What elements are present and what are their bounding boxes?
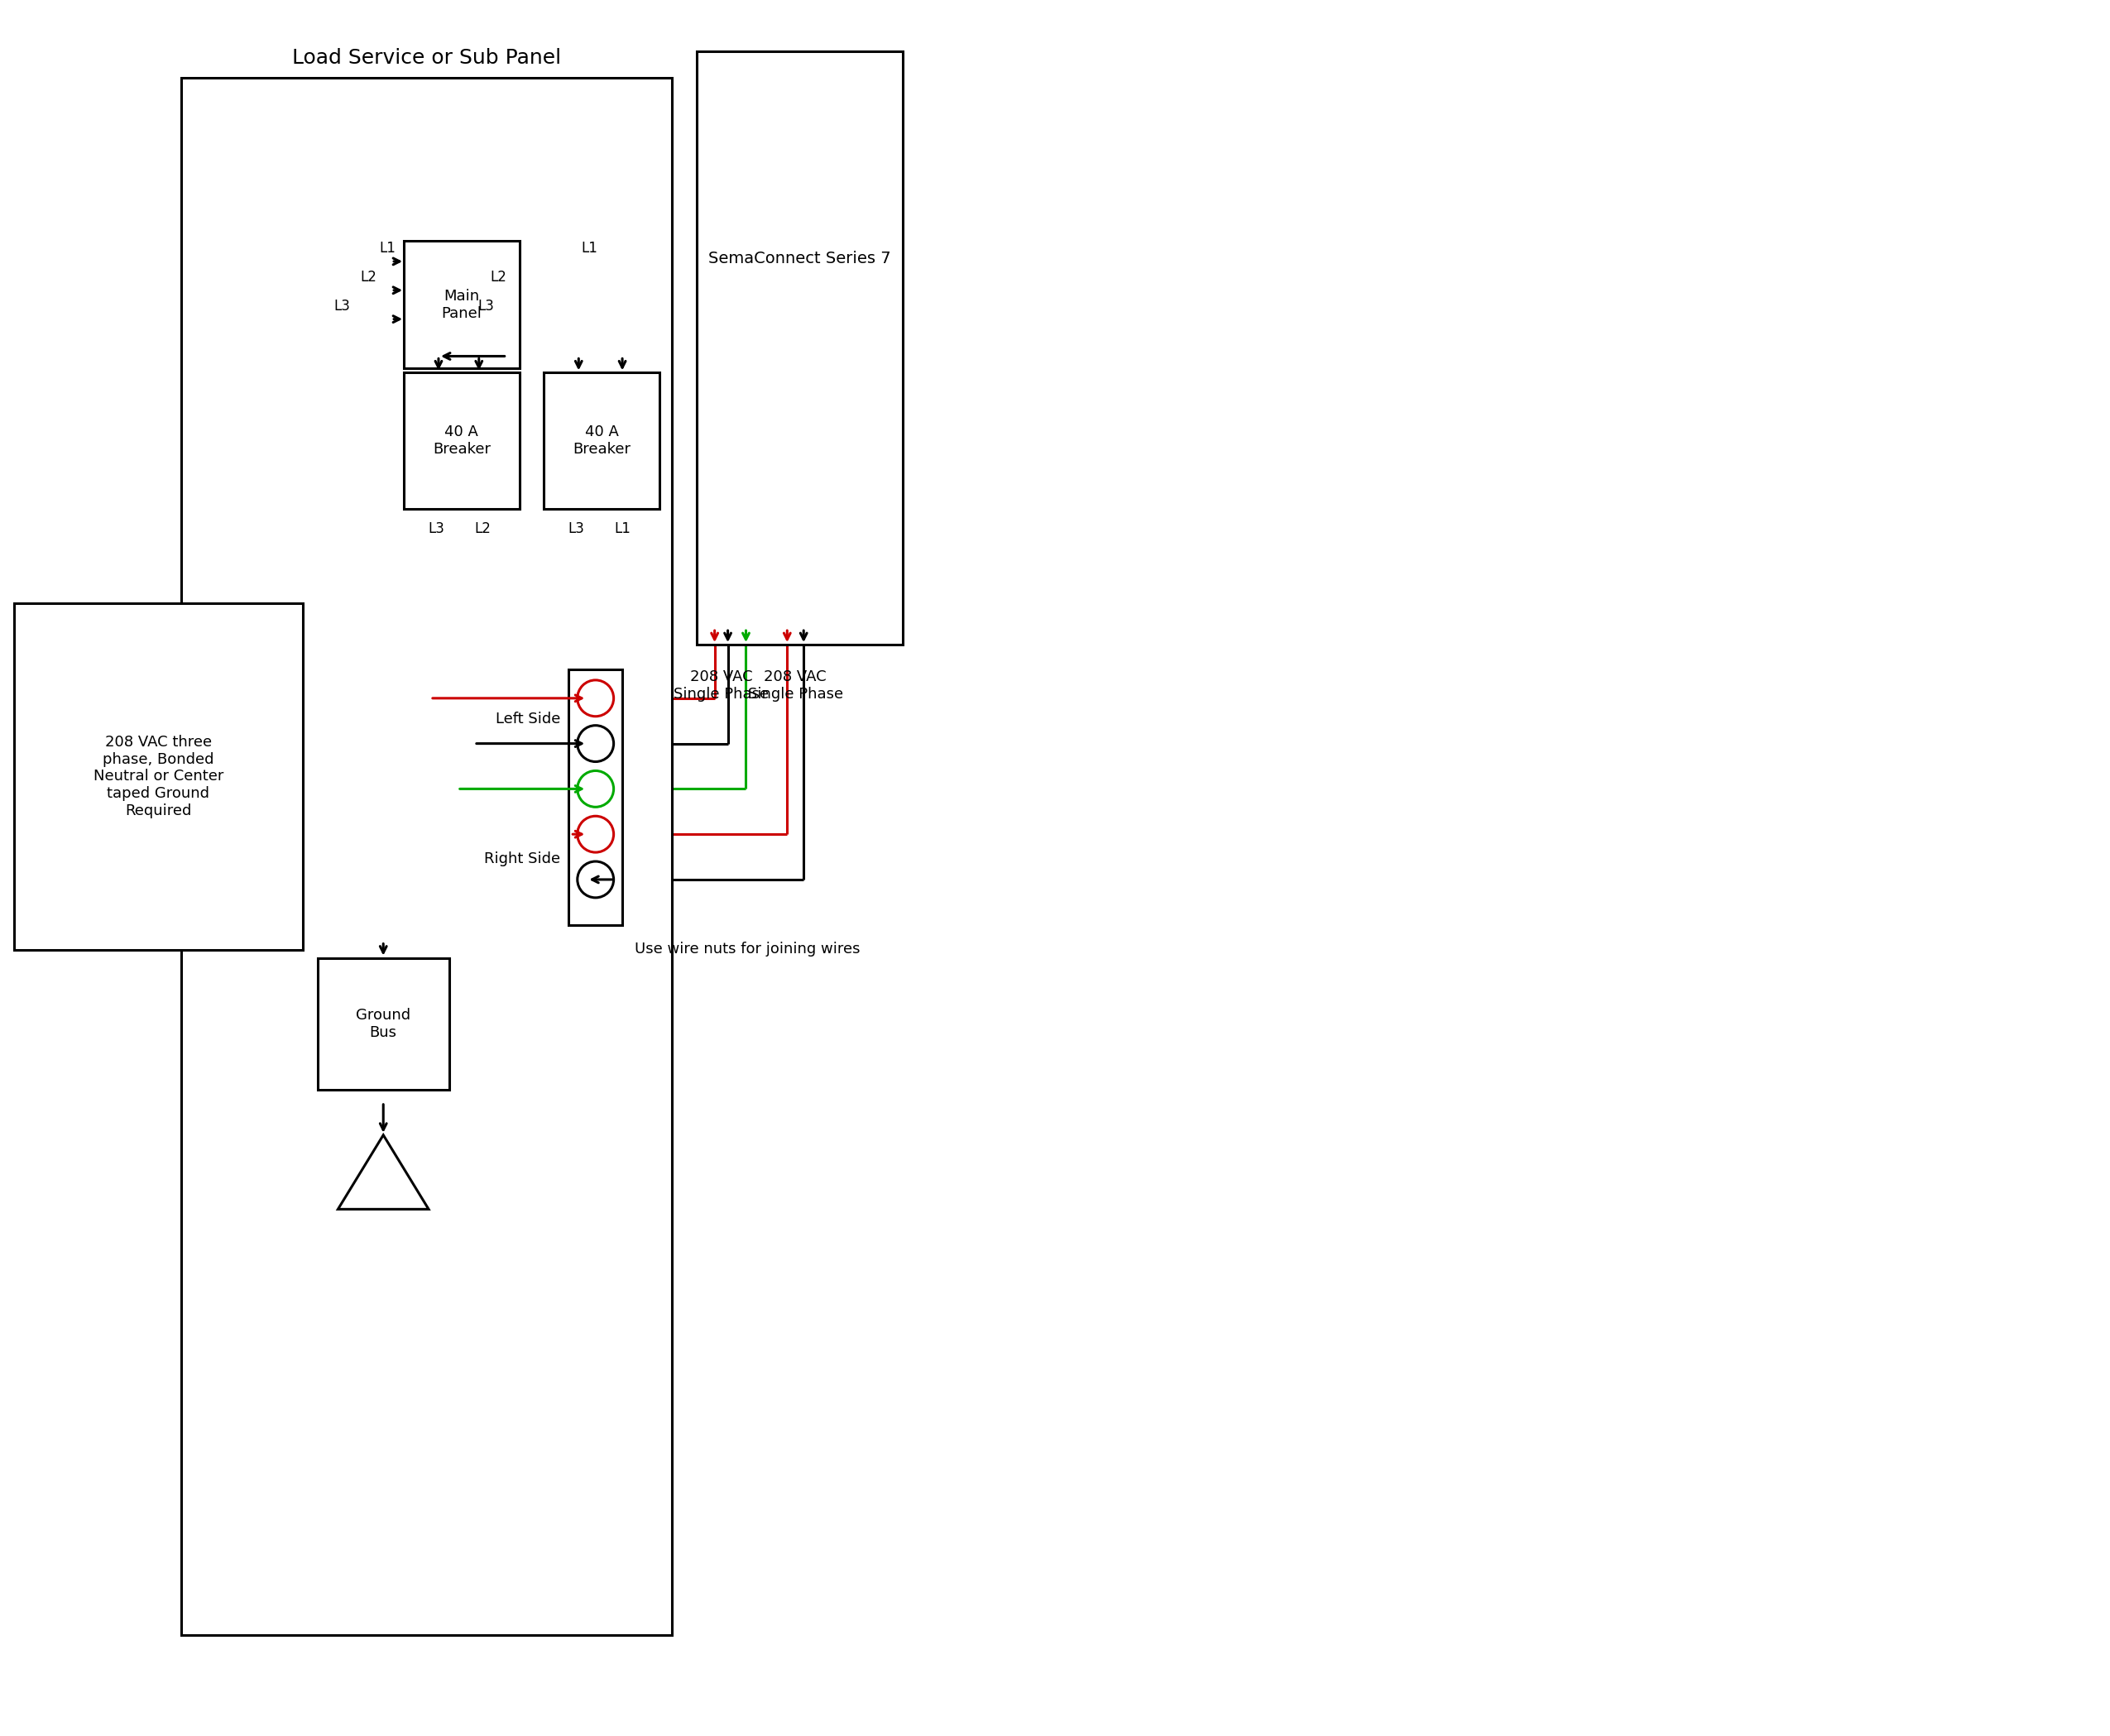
Bar: [570, 670, 622, 925]
Bar: [403, 241, 519, 368]
Text: 208 VAC
Single Phase: 208 VAC Single Phase: [747, 670, 844, 701]
Text: L1: L1: [380, 241, 397, 255]
Text: L1: L1: [614, 521, 631, 536]
Bar: [696, 52, 903, 644]
Circle shape: [578, 816, 614, 852]
Text: 208 VAC three
phase, Bonded
Neutral or Center
taped Ground
Required: 208 VAC three phase, Bonded Neutral or C…: [93, 734, 224, 818]
Text: 208 VAC
Single Phase: 208 VAC Single Phase: [673, 670, 768, 701]
Text: L2: L2: [475, 521, 492, 536]
Text: L3: L3: [479, 299, 494, 312]
Text: 40 A
Breaker: 40 A Breaker: [433, 425, 490, 457]
Bar: [181, 78, 671, 1635]
Circle shape: [578, 771, 614, 807]
Circle shape: [578, 726, 614, 762]
Text: Main
Panel: Main Panel: [441, 288, 481, 321]
Text: L1: L1: [580, 241, 597, 255]
Text: Use wire nuts for joining wires: Use wire nuts for joining wires: [635, 941, 861, 957]
Text: L2: L2: [490, 269, 506, 285]
Text: 40 A
Breaker: 40 A Breaker: [572, 425, 631, 457]
Text: Left Side: Left Side: [496, 712, 561, 726]
Bar: [316, 958, 449, 1090]
Text: L3: L3: [568, 521, 584, 536]
Text: L2: L2: [361, 269, 378, 285]
Text: Right Side: Right Side: [485, 851, 561, 866]
Text: SemaConnect Series 7: SemaConnect Series 7: [709, 252, 890, 267]
Bar: [15, 604, 302, 950]
Text: Ground
Bus: Ground Bus: [357, 1007, 411, 1040]
Text: L3: L3: [428, 521, 445, 536]
Circle shape: [578, 681, 614, 717]
Text: Load Service or Sub Panel: Load Service or Sub Panel: [291, 49, 561, 68]
Bar: [403, 373, 519, 509]
Circle shape: [578, 861, 614, 898]
Bar: [544, 373, 660, 509]
Text: L3: L3: [333, 299, 350, 312]
